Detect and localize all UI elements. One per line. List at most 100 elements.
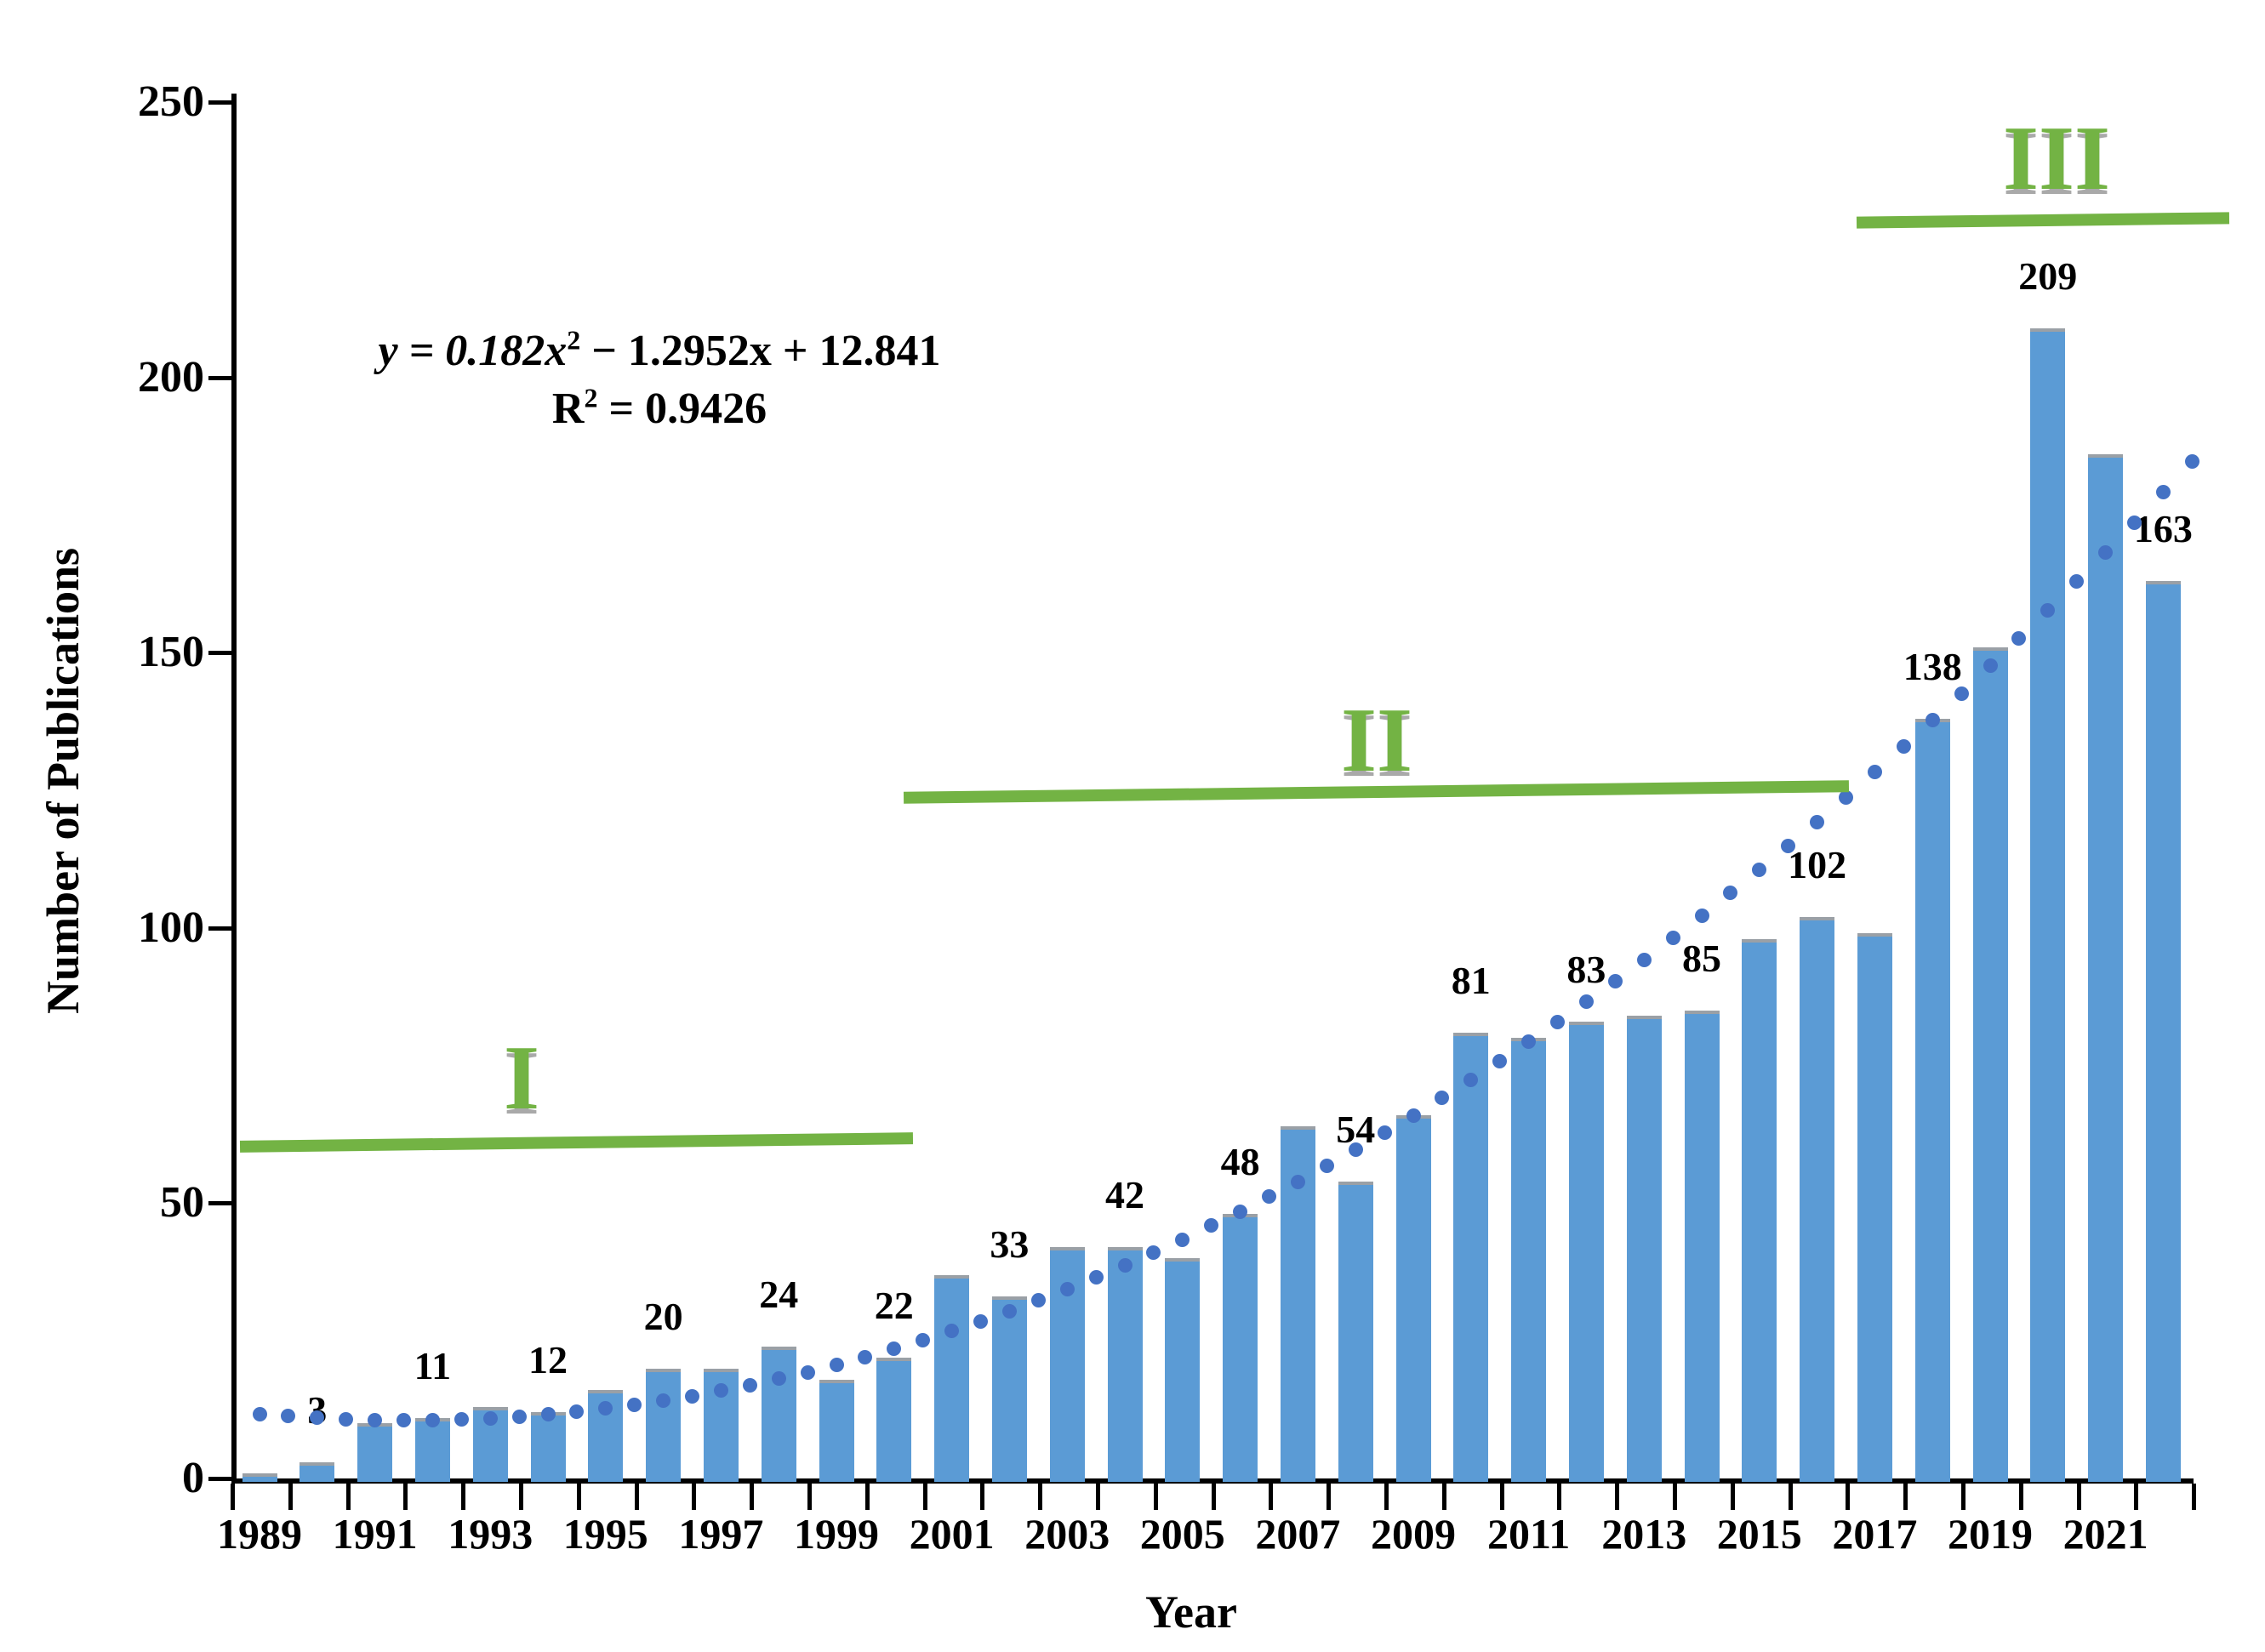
x-axis-tick xyxy=(1961,1484,1965,1510)
bar-value-label: 209 xyxy=(2018,253,2078,298)
bar xyxy=(1165,1258,1201,1482)
trendline-dot xyxy=(713,1383,728,1399)
y-tick-label: 100 xyxy=(138,903,204,952)
y-axis-tick xyxy=(208,1201,231,1206)
x-axis-tick xyxy=(980,1484,985,1510)
x-tick-label: 2009 xyxy=(1371,1510,1456,1558)
x-tick-label: 1991 xyxy=(332,1510,418,1558)
bar-value-label: 11 xyxy=(414,1343,452,1387)
x-axis-tick xyxy=(692,1484,697,1510)
trendline-dot xyxy=(2127,515,2142,530)
bar xyxy=(991,1296,1027,1482)
trendline-dot xyxy=(2011,630,2027,646)
bar xyxy=(1511,1038,1547,1482)
bar-value-label: 163 xyxy=(2133,507,2193,551)
trendline-dot xyxy=(1810,814,1825,829)
trendline-dot xyxy=(1781,839,1796,854)
x-tick-label: 2001 xyxy=(909,1510,995,1558)
bar xyxy=(2145,581,2181,1482)
bar xyxy=(1223,1214,1258,1482)
trendline-dot xyxy=(1117,1258,1132,1273)
x-axis-tick xyxy=(231,1484,235,1510)
bar-value-label: 20 xyxy=(643,1294,683,1338)
bar xyxy=(646,1368,682,1482)
trendline-dot xyxy=(368,1412,383,1427)
period-label: I xyxy=(503,1028,540,1129)
bar-value-label: 22 xyxy=(874,1283,914,1327)
x-axis-tick xyxy=(1384,1484,1389,1510)
bar-value-label: 33 xyxy=(990,1222,1030,1267)
trendline-dot xyxy=(1059,1282,1075,1297)
bar xyxy=(414,1417,450,1482)
x-axis-tick xyxy=(1846,1484,1851,1510)
x-axis-tick xyxy=(2192,1484,2197,1510)
x-tick-label: 2005 xyxy=(1139,1510,1225,1558)
trendline-dot xyxy=(1492,1053,1508,1068)
bar-value-label: 85 xyxy=(1682,936,1721,980)
bar xyxy=(1972,647,2008,1482)
trendline-dot xyxy=(310,1410,325,1426)
x-axis-tick xyxy=(922,1484,927,1510)
trendline-dot xyxy=(973,1313,988,1329)
x-axis-tick xyxy=(1788,1484,1793,1510)
bar xyxy=(934,1274,970,1482)
x-axis-tick xyxy=(1211,1484,1216,1510)
trendline-dot xyxy=(1521,1034,1537,1050)
trendline-dot xyxy=(252,1406,267,1421)
period-line xyxy=(239,1132,914,1153)
x-axis-tick xyxy=(1499,1484,1504,1510)
trendline-dot xyxy=(944,1324,960,1339)
trendline-dot xyxy=(1607,973,1623,988)
y-tick-label: 50 xyxy=(160,1178,204,1228)
bar xyxy=(1568,1021,1604,1482)
y-tick-label: 0 xyxy=(182,1454,204,1502)
x-tick-label: 2003 xyxy=(1024,1510,1110,1558)
trendline-dot xyxy=(800,1364,815,1380)
bar xyxy=(761,1346,796,1482)
period-label: III xyxy=(2002,108,2111,209)
period-line xyxy=(1856,212,2230,229)
trendline-dot xyxy=(627,1398,642,1413)
r-squared-text: R2 = 0.9426 xyxy=(551,382,767,433)
bar-value-label: 81 xyxy=(1451,958,1491,1002)
trendline-dot xyxy=(2184,453,2199,469)
bar xyxy=(1453,1032,1489,1482)
x-tick-label: 2021 xyxy=(2062,1510,2148,1558)
trendline-dot xyxy=(339,1412,354,1427)
trendline-dot xyxy=(1550,1015,1565,1029)
trendline-dot xyxy=(1665,931,1680,946)
bar xyxy=(2088,454,2124,1482)
bar xyxy=(1107,1247,1143,1482)
x-axis-line xyxy=(231,1478,2194,1484)
bar-value-label: 83 xyxy=(1566,947,1606,991)
trendline-dot xyxy=(1636,952,1652,967)
x-tick-label: 2011 xyxy=(1486,1510,1571,1558)
x-tick-label: 1993 xyxy=(448,1510,533,1558)
trendline-dot xyxy=(1406,1108,1421,1124)
bar-value-label: 42 xyxy=(1105,1173,1144,1217)
trendline-dot xyxy=(685,1388,699,1404)
x-axis-tick xyxy=(750,1484,755,1510)
y-axis-tick xyxy=(208,375,231,380)
x-axis-tick xyxy=(1096,1484,1100,1510)
x-tick-label: 1995 xyxy=(562,1510,648,1558)
trendline-dot xyxy=(569,1404,585,1420)
trendline-dot xyxy=(1752,863,1767,878)
bar-value-label: 48 xyxy=(1220,1140,1260,1184)
trendline-dot xyxy=(1578,994,1594,1010)
bar xyxy=(300,1461,335,1482)
trendline-dot xyxy=(2069,573,2085,589)
bar xyxy=(819,1379,854,1482)
x-tick-label: 2019 xyxy=(1948,1510,2033,1558)
equation-text: y = 0.182x2 − 1.2952x + 12.841 xyxy=(378,324,941,375)
trendline-dot xyxy=(1435,1091,1450,1106)
trendline-dot xyxy=(1983,658,1998,674)
bar-value-label: 54 xyxy=(1336,1107,1376,1151)
x-axis-tick xyxy=(1557,1484,1562,1510)
trendline-dot xyxy=(2155,484,2171,499)
period-label: II xyxy=(1340,690,1413,791)
bar xyxy=(1800,916,1835,1482)
bar xyxy=(530,1412,566,1482)
x-axis-tick xyxy=(461,1484,466,1510)
